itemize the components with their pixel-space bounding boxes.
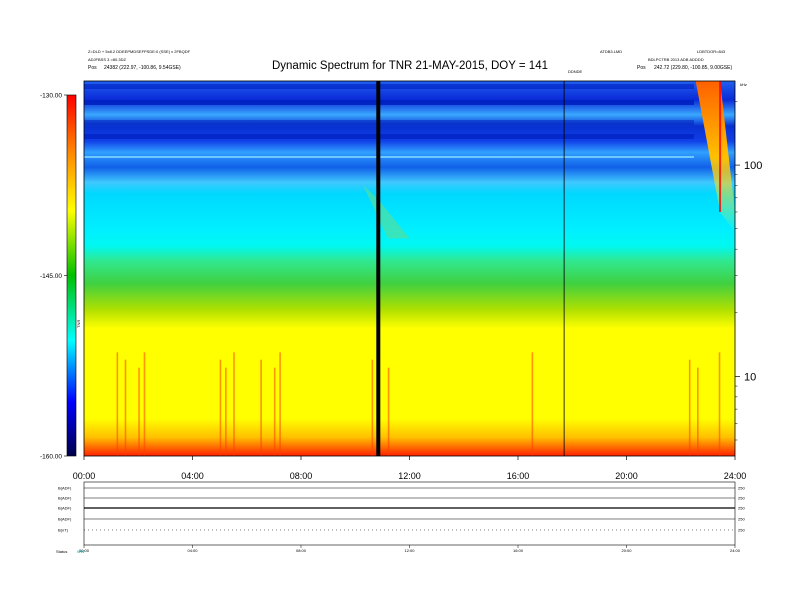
panel-row-label: B(ADF) (58, 506, 72, 511)
emission-streak (260, 359, 262, 456)
y-axis-ticks: 100 10 (735, 101, 762, 441)
y-tick-label: 100 (744, 160, 762, 172)
panel-row-label: B(ADF) (58, 496, 72, 501)
time-markers (376, 81, 565, 456)
emission-streak (138, 367, 140, 456)
burst-core (719, 81, 722, 212)
emission-streak (124, 359, 127, 456)
y-tick-label: 10 (744, 371, 756, 383)
header-right-line2: BDLPCTRB 2013 ADB ADDDD (648, 57, 704, 62)
bottom-panel-ticks: 00:00 04:00 08:00 12:00 16:00 20:00 24:00 (79, 545, 741, 553)
colorbar (67, 95, 76, 456)
chart-title: Dynamic Spectrum for TNR 21-MAY-2015, DO… (272, 60, 548, 72)
emission-streak (225, 367, 227, 456)
panel-row-right-label: 250 (738, 486, 745, 491)
panel-x-tick-label: 20:00 (621, 548, 632, 553)
panel-row-right-label: 250 (738, 496, 745, 501)
panel-row-right-label: 250 (738, 506, 745, 511)
header-left-pos-value: 24382 (222.97, -100.86, 9.54GSE) (104, 65, 181, 71)
panel-row-right-label: 250 (738, 517, 745, 522)
emission-streak (387, 367, 390, 456)
header-right-top-b: LDBTDOR=843 (697, 49, 726, 54)
band-streak (84, 156, 694, 158)
panel-row-right-label: 250 (738, 528, 745, 533)
header-right-pos-value: 242.72 (229.80, -100.85, 9.00GSE) (654, 65, 732, 71)
emission-feature (363, 185, 410, 239)
status-value: WW (77, 549, 85, 554)
panel-x-tick-label: 08:00 (296, 548, 307, 553)
panel-x-tick-label: 04:00 (187, 548, 198, 553)
bottom-panel: B(ADF) 250 B(ADF) 250 B(ADF) 250 B(ADF) 250 B(nT… (56, 481, 745, 554)
corner-unit-label: kHz (740, 82, 747, 87)
panel-x-tick-label: 00:00 (79, 548, 90, 553)
header-left-line1: Z=DLD + 5x8.2 DDEEPMDSEFPSDE:0 (SSE) x 2… (88, 49, 191, 54)
colorbar-ticks: -130.00 -145.00 -160.00 (40, 93, 67, 461)
header-left-line2: ADJFBSS 3 =80.3DZ (88, 57, 126, 62)
band-streak (84, 134, 694, 139)
header-right-pos-label: Pos (637, 65, 646, 71)
type-iii-burst (695, 81, 735, 233)
x-tick-label: 20:00 (615, 471, 638, 481)
colorbar-tick-label: -130.00 (40, 93, 62, 100)
x-tick-label: 16:00 (507, 471, 530, 481)
marker-label: DDNDE (568, 69, 583, 74)
x-tick-label: 12:00 (398, 471, 421, 481)
emission-streak (531, 352, 534, 456)
emission-streak (371, 359, 374, 456)
x-tick-label: 24:00 (724, 471, 747, 481)
panel-row-label: B(nT) (58, 528, 69, 533)
status-label: Status (56, 549, 67, 554)
emission-streak (279, 352, 281, 456)
panel-row-label: B(ADF) (58, 486, 72, 491)
panel-row-label: B(ADF) (58, 517, 72, 522)
colorbar-label: TNR (76, 320, 81, 328)
colorbar-tick-label: -160.00 (40, 454, 62, 461)
header-left-pos-label: Pos (88, 65, 97, 71)
emission-streak (143, 352, 146, 456)
emission-streak (233, 352, 235, 456)
emission-streak (116, 352, 119, 456)
x-tick-label: 08:00 (290, 471, 313, 481)
band-streak (84, 120, 694, 125)
emission-streak (219, 359, 222, 456)
panel-x-tick-label: 24:00 (730, 548, 741, 553)
emission-streak (688, 359, 691, 456)
panel-x-tick-label: 12:00 (404, 548, 415, 553)
emission-streak (697, 367, 699, 456)
band-streak (84, 84, 694, 89)
header-right-top-a: ATDB3.LMD (600, 49, 622, 54)
spectrogram (83, 80, 736, 457)
band-streak (84, 100, 694, 105)
spectrogram-background (84, 81, 735, 456)
x-tick-label: 00:00 (73, 471, 96, 481)
emission-streak (273, 367, 276, 456)
panel-x-tick-label: 16:00 (513, 548, 524, 553)
colorbar-tick-label: -145.00 (40, 273, 62, 280)
spectrogram-details (84, 81, 735, 456)
bottom-panel-frame (83, 481, 736, 546)
x-tick-label: 04:00 (181, 471, 204, 481)
bottom-panel-rows: B(ADF) 250 B(ADF) 250 B(ADF) 250 B(ADF) 250 B(nT… (58, 486, 745, 533)
x-axis-ticks: 00:00 04:00 08:00 12:00 16:00 20:00 24:00 (73, 456, 747, 481)
emission-streak (718, 352, 721, 456)
